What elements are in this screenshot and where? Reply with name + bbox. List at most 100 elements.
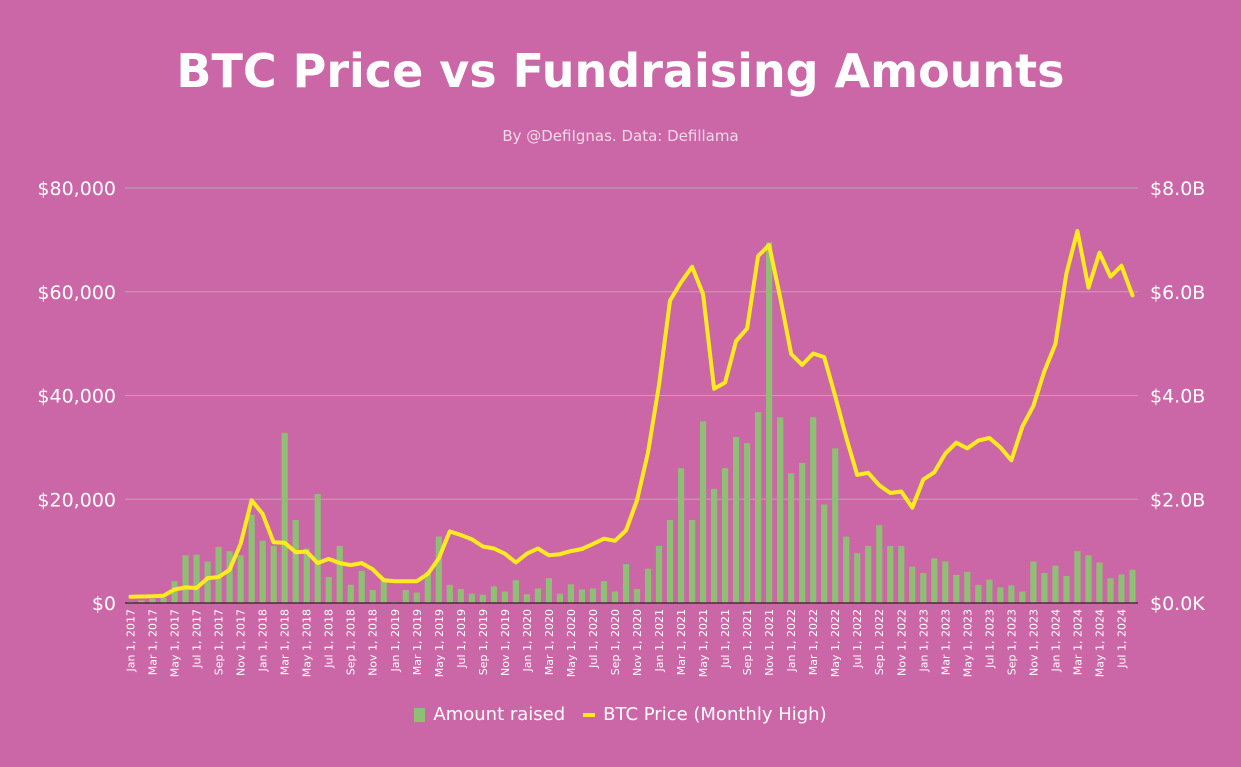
bar [149,598,156,603]
bar [920,572,927,603]
bar [160,597,167,603]
bar [699,421,707,603]
bar [413,592,420,603]
x-tick-label: Jan 1, 2023 [917,609,930,672]
y-left-tick-label: $40,000 [37,386,116,408]
btc-price-line [128,229,1135,599]
x-tick-label: Nov 1, 2018 [367,609,380,676]
bar [325,577,332,603]
bar [1008,585,1015,603]
x-tick-label: Jul 1, 2024 [1116,609,1129,669]
bar [931,558,938,603]
bar [270,545,277,603]
x-tick-label: Nov 1, 2023 [1027,609,1040,676]
x-tick-label: Jul 1, 2018 [323,609,336,669]
y-left-tick-label: $0 [92,593,116,615]
x-tick-label: Nov 1, 2020 [631,609,644,676]
bar [633,588,641,603]
bar [777,417,784,603]
bar [755,412,762,603]
bar [237,555,244,603]
bar [292,520,299,603]
x-tick-label: Jul 1, 2020 [587,609,600,669]
y-right-tick-label: $2.0B [1150,489,1205,511]
x-tick-label: Sep 1, 2018 [345,609,358,675]
bar [358,570,365,603]
x-tick-label: Nov 1, 2021 [763,609,776,676]
bar [821,504,828,603]
bar [457,588,464,603]
bar [832,448,839,603]
bar [942,561,949,603]
legend: Amount raised BTC Price (Monthly High) [0,704,1241,725]
x-tick-label: Mar 1, 2019 [411,609,424,675]
bar [611,591,619,603]
legend-swatch-bar [414,707,426,722]
bar [402,590,409,603]
bar [744,443,751,603]
legend-label-btc-price: BTC Price (Monthly High) [603,704,827,725]
bar [677,468,685,603]
chart-title: BTC Price vs Fundraising Amounts [176,44,1065,98]
y-right-tick-label: $0.0K [1150,593,1205,615]
bar [964,571,971,603]
x-tick-label: Sep 1, 2022 [873,609,886,675]
legend-item-amount-raised[interactable]: Amount raised [414,704,565,725]
bar [600,581,608,603]
bar [281,432,288,603]
bar [182,555,189,603]
x-tick-label: Jul 1, 2023 [983,609,996,669]
bar [204,561,211,603]
bar [854,553,861,603]
bar [710,488,718,603]
x-tick-label: Sep 1, 2023 [1005,609,1018,675]
x-tick-label: Sep 1, 2021 [741,609,754,675]
bar [1074,551,1081,603]
legend-item-btc-price[interactable]: BTC Price (Monthly High) [583,704,827,725]
y-left-tick-label: $20,000 [37,489,116,511]
bar [986,579,993,603]
bar [666,520,674,603]
x-tick-label: May 1, 2017 [169,609,182,677]
bar [490,586,497,603]
bar [688,520,696,603]
bar [589,588,597,603]
x-tick-label: May 1, 2020 [565,609,578,677]
x-tick-label: Mar 1, 2020 [543,609,556,675]
bar [953,574,960,603]
bar [1096,562,1103,603]
bar [766,242,773,603]
bar [644,568,652,603]
x-tick-label: Mar 1, 2023 [939,609,952,675]
bar [1107,578,1114,603]
x-tick-label: Mar 1, 2021 [675,609,688,675]
x-tick-label: May 1, 2024 [1094,609,1107,677]
bar [622,564,630,603]
bar [369,590,376,603]
bar [887,545,894,603]
bar [1118,574,1125,603]
bar [336,545,343,603]
bar [865,545,872,603]
bar [997,587,1004,603]
bar [1019,591,1026,603]
bar [1085,555,1092,603]
bar [479,594,486,603]
x-tick-label: Sep 1, 2019 [477,609,490,675]
y-right-tick-label: $8.0B [1150,178,1205,200]
legend-swatch-line [583,712,596,717]
bar [347,584,354,603]
x-tick-label: Jan 1, 2020 [521,609,534,672]
y-right-tick-label: $4.0B [1150,386,1205,408]
bar [975,584,982,603]
bar [171,581,178,603]
bar [303,548,310,603]
bar [446,584,453,603]
x-tick-label: Nov 1, 2019 [499,609,512,676]
x-tick-label: Jul 1, 2019 [455,609,468,669]
bar [226,551,233,603]
bar [380,578,387,603]
bar [534,588,541,603]
bar [1052,565,1059,603]
bar [898,545,905,603]
